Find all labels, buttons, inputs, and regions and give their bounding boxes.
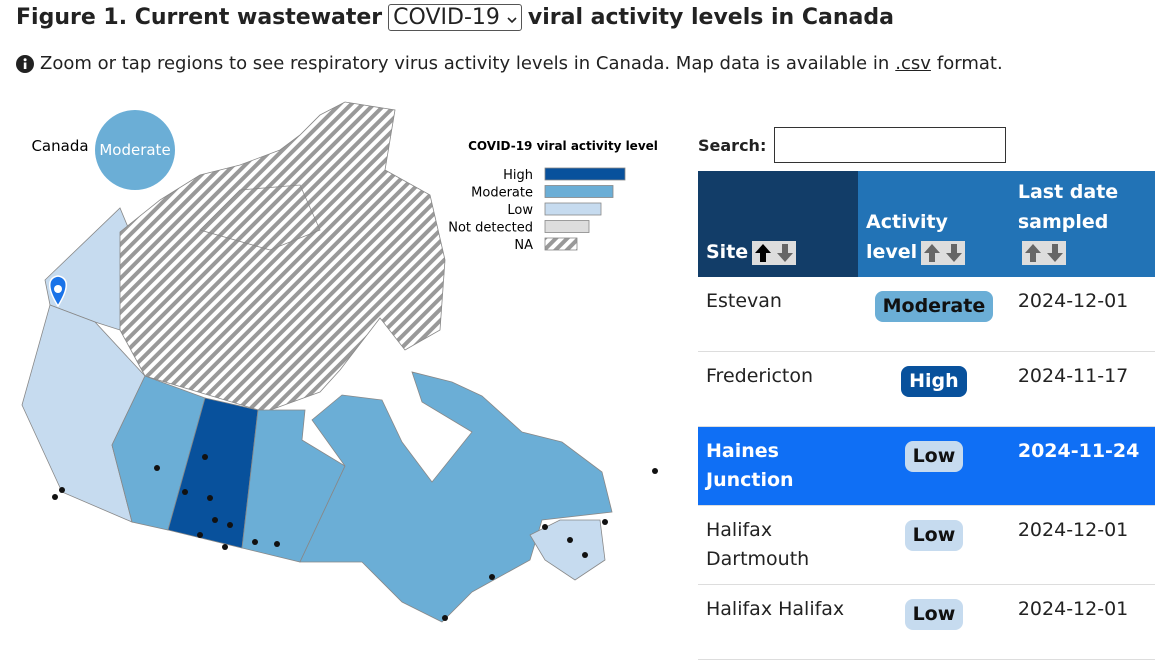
table-row[interactable]: Haines Junction Low 2024-11-24 — [698, 426, 1155, 506]
national-label: Canada — [31, 137, 88, 155]
legend-label: High — [503, 168, 533, 183]
table-cell: High — [858, 351, 1010, 427]
legend-label: Not detected — [448, 221, 533, 236]
column-title: Last date sampled — [1017, 181, 1119, 233]
table-row[interactable]: Halifax Dartmouth Low 2024-12-01 — [698, 505, 1155, 585]
legend: COVID-19 viral activity level High Modera… — [448, 139, 658, 253]
provinces — [21, 101, 613, 623]
arrow — [755, 243, 772, 262]
search-label: Search: — [698, 135, 767, 155]
arrow — [777, 243, 794, 262]
arctic-isle[interactable] — [199, 184, 321, 251]
sort-arrows[interactable] — [752, 240, 797, 265]
info-text: Zoom or tap regions to see respiratory v… — [40, 53, 890, 74]
csv-link[interactable]: .csv — [895, 53, 931, 74]
chevron — [507, 17, 517, 24]
info-line: Zoom or tap regions to see respiratory v… — [16, 53, 1003, 74]
table-row[interactable]: Estevan Moderate 2024-12-01 — [698, 277, 1155, 352]
sort-arrows[interactable] — [921, 240, 966, 265]
search: Search: — [698, 127, 1007, 163]
alberta[interactable] — [111, 375, 206, 531]
activity-badge: High — [901, 366, 967, 397]
sample-date: 2024-12-01 — [1017, 598, 1129, 620]
search-input[interactable] — [774, 127, 1007, 163]
column-title: Site — [706, 241, 749, 263]
column-header: Activity level — [858, 171, 1010, 277]
sites — [49, 275, 658, 621]
activity-badge: Moderate — [874, 291, 994, 322]
virus-select[interactable]: COVID-19 — [388, 4, 522, 31]
table-cell: 2024-12-01 — [1009, 277, 1155, 352]
site-name: Halifax Halifax — [706, 598, 845, 620]
sample-date: 2024-11-17 — [1017, 365, 1129, 387]
info-icon — [16, 54, 34, 73]
column-header: Last date sampled — [1009, 171, 1155, 277]
table-cell: 2024-11-17 — [1009, 351, 1155, 427]
legend-swatch — [544, 237, 578, 251]
table-cell: Fredericton — [698, 351, 858, 427]
legend-swatch — [544, 202, 602, 216]
sample-date: 2024-12-01 — [1017, 519, 1129, 541]
legend-swatch — [544, 185, 614, 198]
activity-badge: Low — [904, 599, 964, 630]
info-end: format. — [936, 53, 1003, 74]
table-cell: Halifax Dartmouth — [698, 505, 858, 585]
table-cell: Low — [858, 426, 1010, 506]
table-cell: 2024-11-24 — [1009, 426, 1155, 506]
maritimes[interactable] — [529, 519, 606, 581]
legend-label: Moderate — [471, 186, 533, 201]
activity-badge: Low — [904, 520, 964, 551]
arrow — [1024, 243, 1041, 262]
column-title: Activity level — [866, 211, 948, 263]
activity-badge: Low — [904, 441, 964, 472]
legend-swatch — [544, 167, 626, 181]
table-row[interactable]: Fredericton High 2024-11-17 — [698, 351, 1155, 427]
arrow — [1046, 243, 1063, 262]
legend-title: COVID-19 viral activity level — [468, 139, 658, 153]
sample-date: 2024-12-01 — [1017, 290, 1129, 312]
sort-arrows[interactable] — [1021, 240, 1066, 265]
table-cell: Haines Junction — [698, 426, 858, 506]
column-header: Site — [698, 171, 858, 277]
table-cell: Low — [858, 584, 1010, 660]
east[interactable] — [299, 371, 613, 623]
national-level: Moderate — [99, 141, 170, 159]
table-cell: 2024-12-01 — [1009, 505, 1155, 585]
legend-swatch — [544, 220, 590, 233]
site-table: Site Activity level Last date sampled Este… — [698, 171, 1155, 660]
legend-label: Low — [507, 203, 533, 218]
title-suffix: viral activity levels in Canada — [527, 5, 894, 30]
page: Figure 1. Current wastewater COVID-19 vi… — [0, 4, 1155, 660]
arrow — [924, 243, 941, 262]
north[interactable] — [119, 101, 446, 413]
site-name: Estevan — [706, 290, 782, 312]
table-cell: Low — [858, 505, 1010, 585]
figure-title: Figure 1. Current wastewater COVID-19 vi… — [16, 4, 894, 31]
table-cell: Halifax Halifax — [698, 584, 858, 660]
site-name: Halifax Dartmouth — [706, 519, 810, 570]
site-name: Haines Junction — [706, 440, 794, 491]
table-cell: Moderate — [858, 277, 1010, 352]
table-row[interactable]: Halifax Halifax Low 2024-12-01 — [698, 584, 1155, 660]
map[interactable]: Canada Moderate COVID-19 viral activity … — [0, 90, 690, 629]
national-circle — [95, 110, 175, 190]
site-name: Fredericton — [706, 365, 814, 387]
sample-date: 2024-11-24 — [1017, 440, 1140, 462]
arrow — [946, 243, 963, 262]
table-cell: Estevan — [698, 277, 858, 352]
table-cell: 2024-12-01 — [1009, 584, 1155, 660]
title-prefix: Figure 1. Current wastewater — [16, 5, 383, 30]
legend-label: NA — [514, 238, 533, 253]
select-value: COVID-19 — [393, 5, 500, 30]
